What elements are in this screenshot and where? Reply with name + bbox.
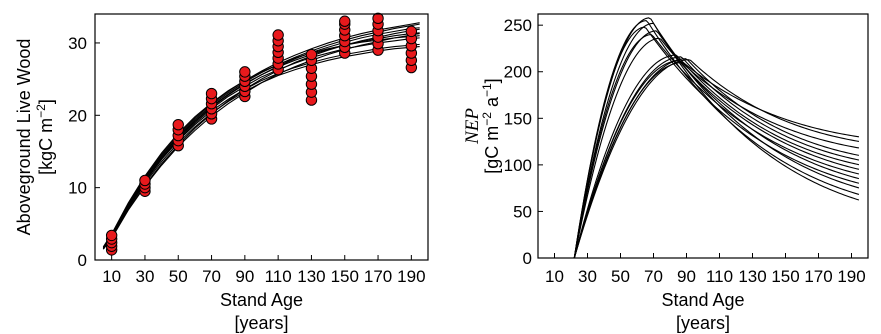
left-x-tick-label-150: 150 [331,267,359,286]
left-x-axis-units: [years] [234,313,288,333]
left-y-units-base: [kgC m [36,118,56,175]
left-observation-point-30-3 [139,174,151,187]
left-y-tick-label-10: 10 [68,179,87,198]
left-x-tick-label-110: 110 [265,267,292,286]
left-observation-point-110-6 [272,29,284,41]
left-observation-points [105,12,418,256]
right-x-tick-label-190: 190 [837,267,865,286]
left-y-ticks: 0 10 20 30 [68,34,100,270]
right-y-units-end: ] [482,78,502,83]
left-observation-point-10-4 [105,229,118,242]
left-y-axis-label: Aboveground Live Wood [14,39,34,236]
right-y-tick-label-150: 150 [504,109,532,128]
right-nep-curve-1 [573,19,860,258]
right-nep-curve-2 [573,22,860,258]
right-x-axis-units: [years] [676,313,730,333]
left-model-curve-4 [102,28,420,250]
left-x-tick-label-70: 70 [202,267,221,286]
right-nep-curve-6 [573,37,860,258]
right-x-tick-label-50: 50 [611,267,630,286]
right-y-units-mid: a [482,96,502,112]
right-x-tick-label-130: 130 [738,267,766,286]
left-x-tick-label-10: 10 [102,267,121,286]
right-y-tick-label-0: 0 [523,249,532,268]
left-observation-point-130-6 [305,48,318,61]
right-nep-curve-5 [573,33,860,258]
right-y-axis-label: NEP [462,108,483,145]
left-model-curve-2 [102,37,420,249]
left-model-curves [102,22,420,250]
right-nep-curve-11 [573,59,860,258]
right-x-ticks: 10 30 50 70 90 110 130 150 170 190 [545,253,866,286]
left-model-curve-3 [102,22,420,248]
left-observation-point-190-5 [405,25,418,38]
right-y-tick-label-250: 250 [504,16,532,35]
left-observation-point-50-4 [172,119,184,131]
left-y-units-end: ] [36,99,56,104]
left-axes-frame [94,13,429,261]
left-y-tick-label-0: 0 [78,251,87,270]
right-x-tick-label-150: 150 [771,267,799,286]
left-model-curve-7 [102,35,420,248]
left-y-tick-label-20: 20 [68,106,87,125]
right-nep-curve-3 [573,26,860,258]
left-x-tick-label-50: 50 [169,267,188,286]
right-y-axis-units: [gC m−2 a−1] [480,78,502,173]
right-x-tick-label-90: 90 [677,267,696,286]
left-observation-point-170-5 [372,12,384,25]
right-y-units-base: [gC m [482,126,502,174]
left-y-tick-label-30: 30 [68,34,87,53]
left-x-tick-label-190: 190 [397,267,425,286]
left-x-axis-label: Stand Age [220,290,303,310]
left-model-curve-1 [102,32,420,249]
right-x-tick-label-110: 110 [706,267,733,286]
right-x-tick-label-170: 170 [804,267,832,286]
left-x-ticks: 10 30 50 70 90 110 130 150 170 190 [102,255,426,286]
right-y-tick-label-100: 100 [504,156,532,175]
right-nep-curve-7 [573,54,860,258]
right-panel-nep: 10 30 50 70 90 110 130 150 170 190 0 50 100 150 200 25… [462,13,869,333]
left-x-tick-label-90: 90 [235,267,254,286]
right-y-ticks: 0 50 100 150 200 250 [504,16,543,268]
left-x-tick-label-130: 130 [297,267,325,286]
left-observation-point-150-6 [339,15,351,27]
right-y-tick-label-200: 200 [504,63,532,82]
left-model-curve-8 [102,32,420,250]
right-y-units-sup2: −1 [480,83,494,97]
right-x-tick-label-30: 30 [578,267,597,286]
right-nep-curves [573,17,860,258]
left-x-tick-label-30: 30 [135,267,154,286]
right-x-tick-label-70: 70 [644,267,663,286]
right-y-units-sup1: −2 [480,112,494,126]
right-nep-curve-4 [573,30,860,258]
right-y-tick-label-50: 50 [513,202,532,221]
right-nep-curve-0 [573,17,860,258]
left-model-curve-9 [102,23,420,249]
right-x-tick-label-10: 10 [545,267,564,286]
right-x-axis-label: Stand Age [661,290,744,310]
right-nep-curve-12 [573,61,860,258]
left-y-axis-units: [kgC m−2] [34,99,56,175]
left-x-tick-label-170: 170 [364,267,392,286]
left-observation-point-70-5 [205,87,218,100]
right-nep-curve-10 [573,60,860,258]
left-model-curve-5 [102,27,420,249]
left-observation-point-90-5 [239,66,251,78]
right-axes-frame [537,13,869,259]
left-y-units-sup: −2 [34,104,48,118]
left-panel-aboveground-live-wood: 10 30 50 70 90 110 130 150 170 190 0 10 20 30 Stand … [14,12,429,333]
